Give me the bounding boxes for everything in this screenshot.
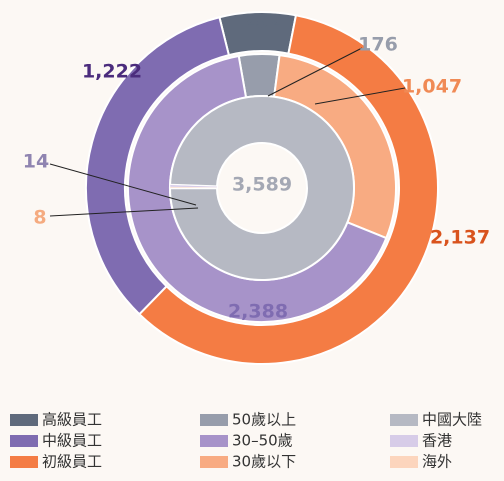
legend-label: 30–50歲 [232, 432, 293, 450]
legend-label: 中國大陸 [422, 411, 482, 429]
legend-label: 香港 [422, 432, 452, 450]
legend-label: 30歲以下 [232, 453, 296, 471]
donut-segment [169, 184, 218, 188]
donut-segment [85, 16, 231, 316]
legend-label: 中級員工 [42, 432, 102, 450]
leader-line [314, 87, 406, 105]
legend-swatch [390, 456, 418, 468]
data-label: 1,222 [82, 61, 142, 83]
leader-line [267, 47, 363, 97]
legend-label: 高級員工 [42, 411, 102, 429]
data-label: 176 [358, 34, 398, 56]
legend-swatch [200, 456, 228, 468]
data-label: 2,388 [228, 301, 288, 323]
legend-swatch [200, 435, 228, 447]
donut-segment [137, 14, 439, 365]
data-label: 8 [33, 207, 46, 229]
legend-swatch [10, 456, 38, 468]
legend-swatch [10, 414, 38, 426]
data-label: 14 [23, 151, 49, 173]
data-label: 3,589 [232, 174, 292, 196]
leader-line [49, 207, 199, 217]
data-label: 1,047 [402, 76, 462, 98]
legend-swatch [390, 414, 418, 426]
legend-label: 初級員工 [42, 453, 102, 471]
legend-swatch [200, 414, 228, 426]
legend-label: 50歲以上 [232, 411, 296, 429]
donut-segment [168, 95, 355, 281]
legend-label: 海外 [422, 453, 452, 471]
leader-line [49, 163, 197, 206]
data-label: 252 [242, 11, 282, 33]
data-label: 2,137 [430, 227, 490, 249]
legend-swatch [390, 435, 418, 447]
legend-swatch [10, 435, 38, 447]
